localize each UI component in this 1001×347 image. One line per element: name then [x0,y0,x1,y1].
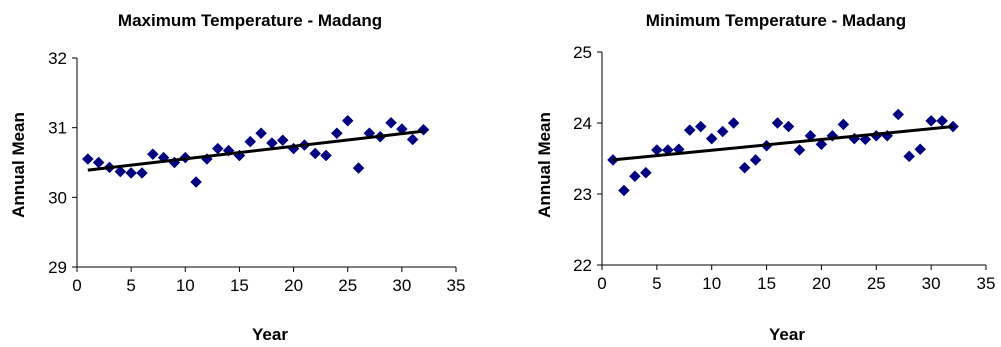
x-tick-label: 10 [702,274,721,293]
data-point [125,167,137,179]
x-tick-label: 0 [597,274,606,293]
data-point [705,132,718,145]
x-tick-label: 5 [126,276,135,295]
y-tick-label: 22 [573,256,592,275]
data-point [352,162,365,174]
data-point [771,117,784,129]
y-tick-label: 31 [48,119,67,138]
data-point [385,116,397,129]
x-axis-title: Year [769,325,805,344]
data-point [815,138,828,151]
y-tick-label: 29 [48,258,67,277]
min-temp-chart-panel: Minimum Temperature - Madang Year Annual… [500,0,1001,347]
x-tick-label: 35 [977,274,996,293]
data-point [92,156,105,169]
max-temp-chart-panel: Maximum Temperature - Madang Year Annual… [0,0,500,347]
x-tick-label: 15 [757,274,776,293]
data-point [211,142,224,155]
max-temp-chart: Maximum Temperature - Madang Year Annual… [9,11,465,344]
y-tick-label: 23 [573,185,592,204]
x-tick-label: 30 [392,276,411,295]
data-point [903,150,916,163]
y-axis-title: Annual Mean [535,112,554,218]
x-tick-label: 5 [652,274,661,293]
data-point [837,118,850,131]
data-point [190,176,202,188]
plot-area: 0 5 10 15 20 25 30 35 29 30 31 32 [48,49,465,295]
x-tick-label: 15 [230,276,249,295]
data-point [81,153,94,165]
data-point [749,154,762,166]
plot-area: 0 5 10 15 20 25 30 35 22 23 24 25 [573,43,995,293]
data-point [406,133,419,146]
x-tick-label: 30 [922,274,941,293]
data-point [936,115,948,127]
x-axis-title: Year [252,325,288,344]
data-point [738,161,751,174]
x-tick-label: 20 [812,274,831,293]
x-tick-label: 25 [867,274,886,293]
data-point [136,167,148,179]
chart-title: Minimum Temperature - Madang [646,11,906,30]
data-point [683,124,696,136]
y-tick-label: 24 [573,114,592,133]
data-point [629,170,641,183]
data-point [782,120,795,133]
data-point [244,135,257,148]
data-point [417,123,430,136]
data-point [114,165,127,178]
data-point [727,117,740,129]
y-tick-label: 32 [48,49,67,68]
x-tick-label: 0 [72,276,81,295]
data-point [276,134,289,147]
data-point [640,166,652,179]
x-tick-label: 25 [338,276,357,295]
x-tick-label: 35 [447,276,466,295]
y-tick-label: 30 [48,188,67,207]
x-tick-label: 10 [176,276,195,295]
data-point [331,127,343,140]
data-point [716,125,729,138]
trend-line [87,129,424,172]
y-axis-title: Annual Mean [9,112,28,218]
y-tick-label: 25 [573,43,592,62]
data-point [618,184,630,197]
data-point [694,120,707,133]
data-point [320,149,332,162]
data-point [925,115,937,127]
data-point [914,143,927,156]
data-point [341,114,354,127]
chart-title: Maximum Temperature - Madang [118,11,382,30]
data-point [793,144,806,156]
trend-line [612,125,954,162]
min-temp-chart: Minimum Temperature - Madang Year Annual… [535,11,995,344]
x-tick-label: 20 [284,276,303,295]
data-point [146,148,159,160]
data-point [892,108,905,121]
data-point [309,147,322,160]
data-point [255,127,267,140]
